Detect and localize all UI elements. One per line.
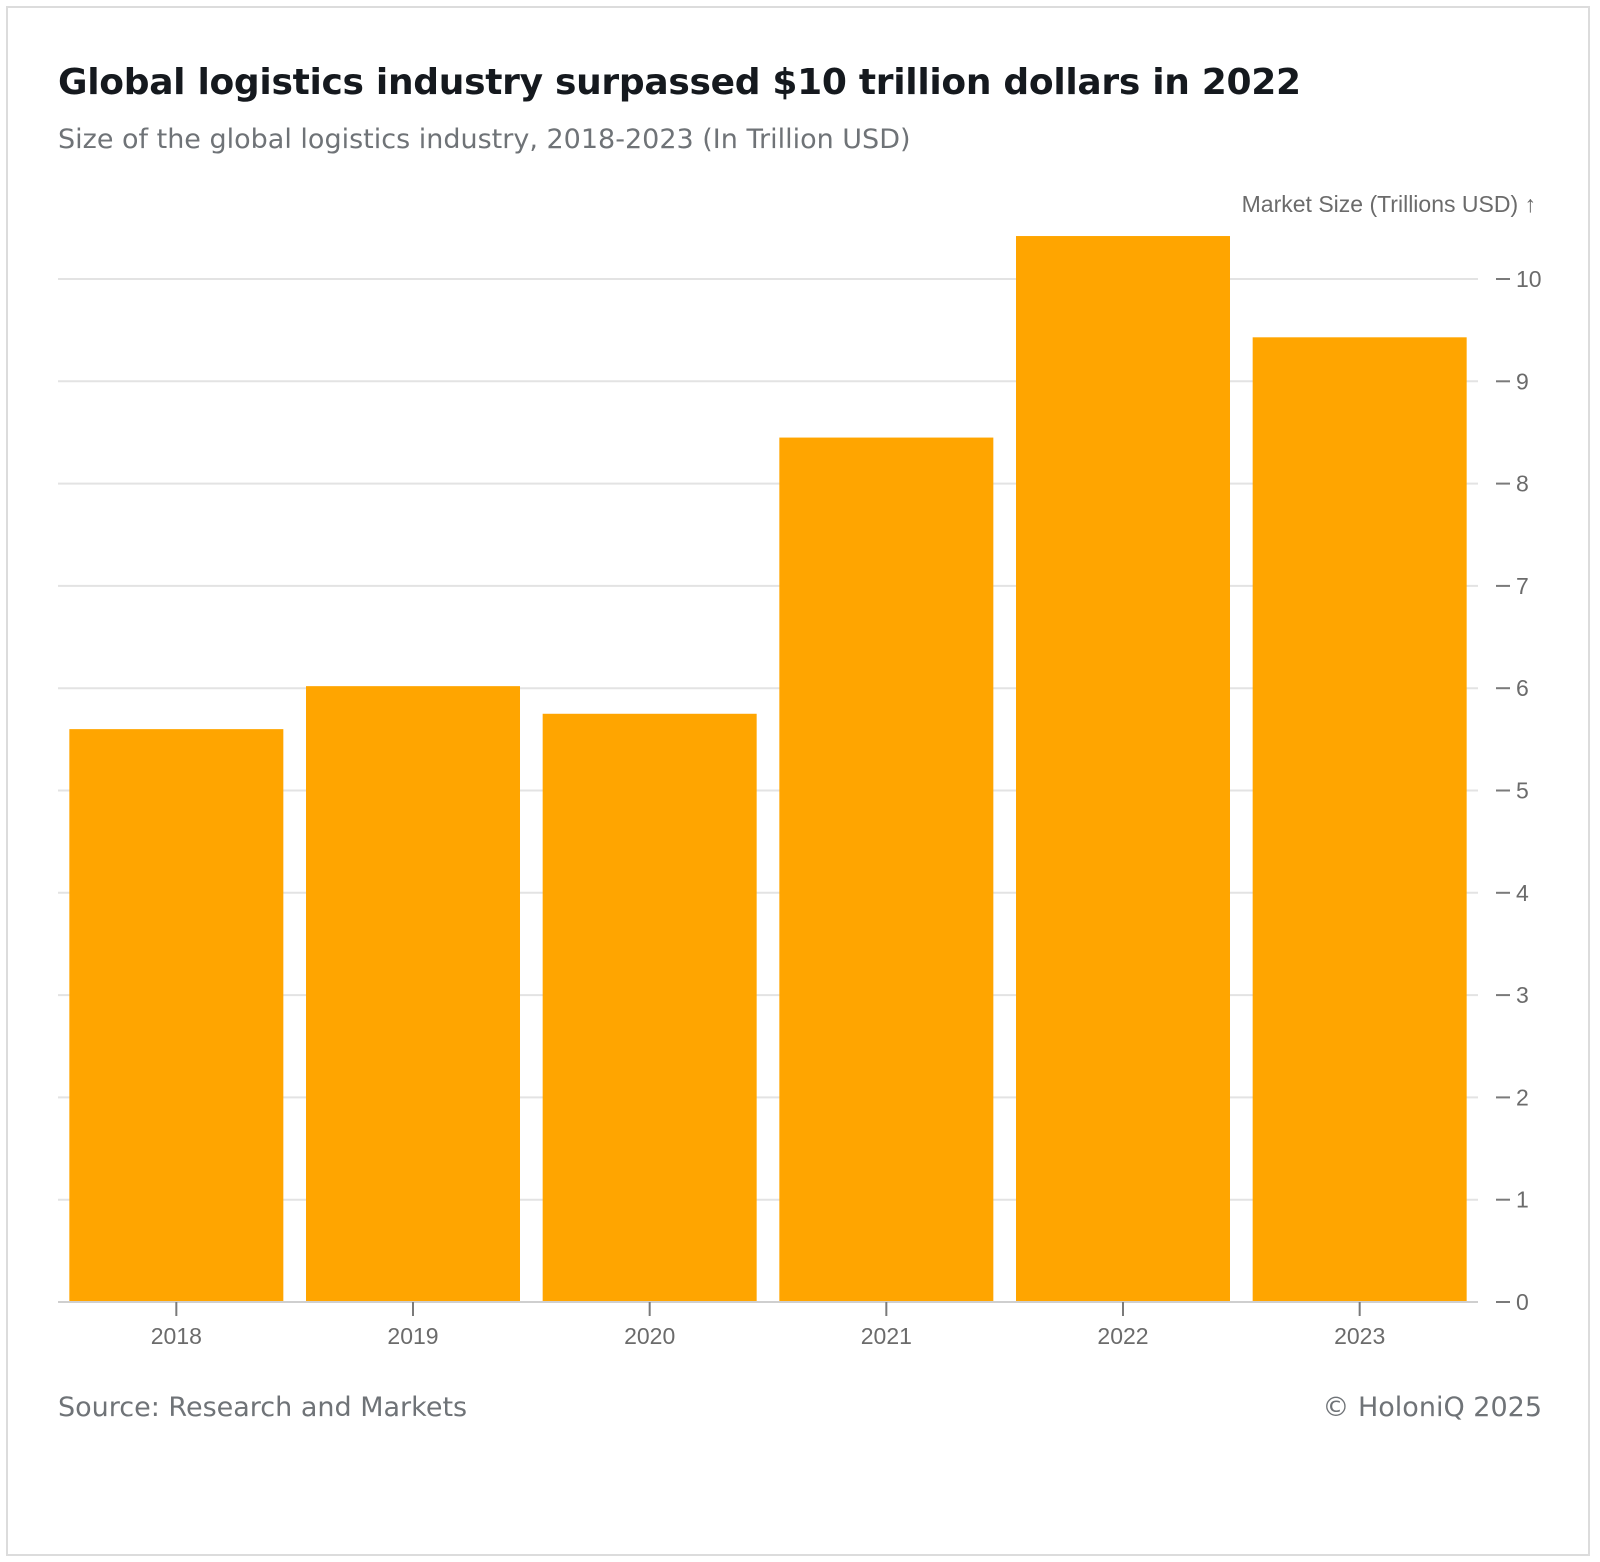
gridlines (58, 278, 1478, 1201)
x-tick-label: 2022 (1097, 1323, 1148, 1349)
y-tick-label: 10 (1516, 266, 1542, 292)
bar-2019[interactable] (306, 686, 520, 1302)
y-tick-label: 7 (1516, 573, 1529, 599)
copyright-note: © HoloniQ 2025 (1322, 1392, 1542, 1423)
bar-2018[interactable] (69, 729, 284, 1302)
x-tick-label: 2019 (387, 1323, 438, 1349)
y-tick-label: 2 (1516, 1084, 1529, 1110)
x-tick-label: 2021 (861, 1323, 912, 1349)
bars (69, 236, 1467, 1303)
source-note: Source: Research and Markets (58, 1392, 468, 1423)
y-tick-label: 6 (1516, 675, 1529, 701)
y-tick-label: 3 (1516, 982, 1529, 1008)
axes: 0 1 2 3 4 5 6 7 8 9 10 2018 2019 2020 2021 2022 2023 (58, 266, 1542, 1349)
y-tick-label: 0 (1516, 1289, 1529, 1315)
x-tick-label: 2023 (1334, 1323, 1385, 1349)
y-axis-label: Market Size (Trillions USD) ↑ (1242, 191, 1536, 217)
x-tick-label: 2020 (624, 1323, 675, 1349)
chart-subtitle: Size of the global logistics industry, 2… (58, 124, 911, 155)
y-tick-label: 4 (1516, 880, 1529, 906)
y-tick-label: 8 (1516, 471, 1529, 497)
bar-2021[interactable] (779, 437, 994, 1302)
bar-2022[interactable] (1016, 236, 1230, 1303)
y-tick-label: 5 (1516, 778, 1529, 804)
bar-2023[interactable] (1252, 337, 1467, 1302)
y-tick-label: 9 (1516, 368, 1529, 394)
x-tick-label: 2018 (151, 1323, 202, 1349)
bar-2020[interactable] (542, 713, 757, 1302)
y-tick-label: 1 (1516, 1187, 1529, 1213)
chart-title: Global logistics industry surpassed $10 … (58, 62, 1301, 103)
